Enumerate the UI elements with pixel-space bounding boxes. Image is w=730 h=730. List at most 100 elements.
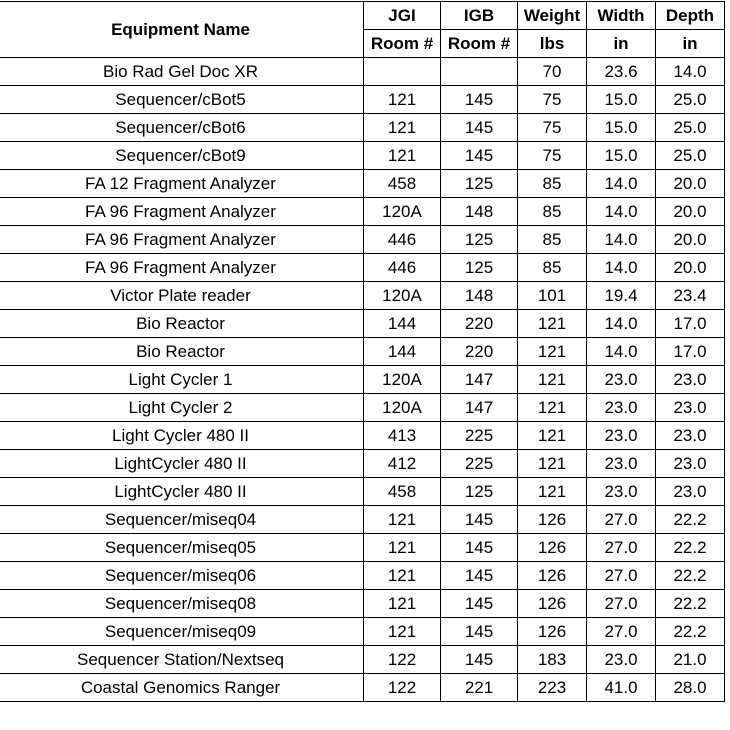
table-row: Light Cycler 2 120A 147 121 23.0 23.0 [0,393,725,422]
equipment-name-cell: FA 96 Fragment Analyzer [0,253,364,282]
igb-room-cell: 221 [440,673,518,702]
jgi-room-cell: 121 [363,113,441,142]
width-cell: 15.0 [586,85,656,114]
table-row: Sequencer/miseq04 121 145 126 27.0 22.2 [0,505,725,534]
width-cell: 19.4 [586,281,656,310]
jgi-room-cell: 144 [363,309,441,338]
header-width: Width [586,1,656,30]
igb-room-cell: 125 [440,169,518,198]
igb-room-cell: 145 [440,505,518,534]
jgi-room-cell: 120A [363,365,441,394]
depth-cell: 23.0 [655,477,725,506]
width-cell: 23.6 [586,57,656,86]
jgi-room-cell: 413 [363,421,441,450]
header-weight: Weight [517,1,587,30]
equipment-name-cell: FA 96 Fragment Analyzer [0,225,364,254]
width-cell: 27.0 [586,505,656,534]
weight-cell: 121 [517,337,587,366]
header-igb-unit: Room # [440,29,518,58]
header-jgi-unit: Room # [363,29,441,58]
width-cell: 27.0 [586,533,656,562]
jgi-room-cell: 458 [363,169,441,198]
equipment-name-cell: FA 96 Fragment Analyzer [0,197,364,226]
width-cell: 14.0 [586,337,656,366]
weight-cell: 183 [517,645,587,674]
equipment-name-cell: Victor Plate reader [0,281,364,310]
width-cell: 23.0 [586,393,656,422]
depth-cell: 25.0 [655,113,725,142]
weight-cell: 126 [517,533,587,562]
weight-cell: 85 [517,225,587,254]
jgi-room-cell: 412 [363,449,441,478]
jgi-room-cell: 144 [363,337,441,366]
equipment-name-cell: Sequencer/miseq06 [0,561,364,590]
table-row: Victor Plate reader 120A 148 101 19.4 23.4 [0,281,725,310]
igb-room-cell: 220 [440,309,518,338]
depth-cell: 20.0 [655,197,725,226]
table-row: Sequencer/miseq06 121 145 126 27.0 22.2 [0,561,725,590]
depth-cell: 17.0 [655,337,725,366]
weight-cell: 75 [517,85,587,114]
jgi-room-cell: 122 [363,645,441,674]
table-row: Sequencer/miseq08 121 145 126 27.0 22.2 [0,589,725,618]
jgi-room-cell: 121 [363,505,441,534]
equipment-sheet: Equipment Name JGI IGB Weight Width Dept… [0,1,725,702]
table-row: Sequencer/cBot6 121 145 75 15.0 25.0 [0,113,725,142]
table-body: Bio Rad Gel Doc XR 70 23.6 14.0 Sequencer/cB… [0,57,725,702]
table-row: FA 96 Fragment Analyzer 120A 148 85 14.0 20.0 [0,197,725,226]
equipment-name-cell: LightCycler 480 II [0,477,364,506]
depth-cell: 23.4 [655,281,725,310]
table-row: LightCycler 480 II 412 225 121 23.0 23.0 [0,449,725,478]
igb-room-cell: 148 [440,197,518,226]
depth-cell: 22.2 [655,617,725,646]
table-row: Bio Reactor 144 220 121 14.0 17.0 [0,309,725,338]
table-row: Bio Reactor 144 220 121 14.0 17.0 [0,337,725,366]
igb-room-cell: 145 [440,533,518,562]
width-cell: 27.0 [586,589,656,618]
igb-room-cell: 145 [440,589,518,618]
weight-cell: 126 [517,561,587,590]
depth-cell: 22.2 [655,589,725,618]
igb-room-cell: 145 [440,645,518,674]
jgi-room-cell: 120A [363,281,441,310]
table-row: Bio Rad Gel Doc XR 70 23.6 14.0 [0,57,725,86]
igb-room-cell: 145 [440,617,518,646]
table-row: Sequencer/miseq05 121 145 126 27.0 22.2 [0,533,725,562]
igb-room-cell: 147 [440,365,518,394]
weight-cell: 223 [517,673,587,702]
equipment-table: Equipment Name JGI IGB Weight Width Dept… [0,1,725,702]
weight-cell: 121 [517,477,587,506]
width-cell: 14.0 [586,253,656,282]
equipment-name-cell: Sequencer/miseq05 [0,533,364,562]
depth-cell: 22.2 [655,561,725,590]
width-cell: 23.0 [586,365,656,394]
width-cell: 23.0 [586,645,656,674]
weight-cell: 85 [517,253,587,282]
jgi-room-cell: 120A [363,197,441,226]
jgi-room-cell: 458 [363,477,441,506]
jgi-room-cell: 121 [363,141,441,170]
width-cell: 23.0 [586,449,656,478]
igb-room-cell: 145 [440,561,518,590]
width-cell: 14.0 [586,169,656,198]
jgi-room-cell: 121 [363,561,441,590]
equipment-name-cell: Sequencer/miseq04 [0,505,364,534]
depth-cell: 17.0 [655,309,725,338]
header-weight-unit: lbs [517,29,587,58]
jgi-room-cell: 121 [363,533,441,562]
equipment-name-cell: Sequencer Station/Nextseq [0,645,364,674]
igb-room-cell: 225 [440,449,518,478]
igb-room-cell: 145 [440,113,518,142]
width-cell: 23.0 [586,421,656,450]
equipment-name-cell: Light Cycler 1 [0,365,364,394]
weight-cell: 121 [517,449,587,478]
weight-cell: 121 [517,421,587,450]
equipment-name-cell: LightCycler 480 II [0,449,364,478]
equipment-name-cell: Sequencer/cBot5 [0,85,364,114]
jgi-room-cell: 122 [363,673,441,702]
header-equipment-name: Equipment Name [0,1,364,58]
table-row: LightCycler 480 II 458 125 121 23.0 23.0 [0,477,725,506]
width-cell: 15.0 [586,141,656,170]
header-row-top: Equipment Name JGI IGB Weight Width Dept… [0,1,725,58]
width-cell: 14.0 [586,309,656,338]
